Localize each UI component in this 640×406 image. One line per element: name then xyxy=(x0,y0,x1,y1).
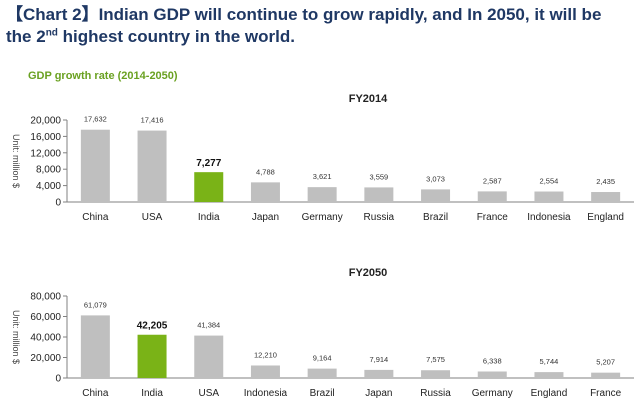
fy2014-data-label-germany: 3,621 xyxy=(313,172,332,181)
fy2050-bar-china xyxy=(80,315,110,378)
fy2050-category-label-russia: Russia xyxy=(420,388,451,399)
fy2050-bar-japan xyxy=(364,369,394,378)
fy2014-bar-brazil xyxy=(421,189,451,202)
fy2050-category-label-india: India xyxy=(141,388,163,399)
fy2050-data-label-germany: 6,338 xyxy=(483,357,502,366)
fy2050-y-axis-label: Unit: million $ xyxy=(11,310,21,364)
fy2050-bar-germany xyxy=(477,371,507,378)
fy2014-data-label-usa: 17,416 xyxy=(141,116,164,125)
title-line-1: 【Chart 2】Indian GDP will continue to gro… xyxy=(6,5,602,24)
fy2014-bar-china xyxy=(80,129,110,202)
title-superscript: nd xyxy=(45,27,58,39)
fy2050-y-tick-label: 80,000 xyxy=(30,292,61,303)
fy2050-data-label-brazil: 9,164 xyxy=(313,354,332,363)
fy2014-bar-chart: FY2014 Unit: million $ 0 4,000 8,000 12,000 16… xyxy=(11,93,634,223)
fy2050-bar-indonesia xyxy=(250,365,280,378)
fy2050-category-label-japan: Japan xyxy=(365,388,392,399)
fy2014-category-label-brazil: Brazil xyxy=(423,212,448,223)
fy2014-bar-usa xyxy=(137,130,167,202)
fy2014-bar-germany xyxy=(307,187,337,202)
fy2014-chart-title: FY2014 xyxy=(349,93,388,105)
fy2050-bar-france xyxy=(591,372,621,378)
fy2014-category-label-india: India xyxy=(198,212,220,223)
fy2014-bar-japan xyxy=(250,182,280,202)
fy2050-category-label-brazil: Brazil xyxy=(310,388,335,399)
fy2014-data-label-japan: 4,788 xyxy=(256,167,275,176)
fy2050-data-label-russia: 7,575 xyxy=(426,355,445,364)
fy2050-category-label-indonesia: Indonesia xyxy=(244,388,288,399)
fy2014-data-label-brazil: 3,073 xyxy=(426,174,445,183)
fy2050-bar-india xyxy=(137,334,167,378)
fy2050-bar-brazil xyxy=(307,368,337,378)
fy2014-category-label-russia: Russia xyxy=(364,212,395,223)
fy2014-y-tick-label: 12,000 xyxy=(30,148,61,159)
fy2014-data-label-indonesia: 2,554 xyxy=(540,177,559,186)
fy2050-data-label-france: 5,207 xyxy=(596,358,615,367)
fy2014-bar-russia xyxy=(364,187,394,202)
fy2014-category-label-china: China xyxy=(82,212,109,223)
fy2050-bar-chart: FY2050 Unit: million $ 0 20,000 40,000 60,000… xyxy=(11,267,634,399)
fy2014-category-label-japan: Japan xyxy=(252,212,279,223)
fy2014-bar-indonesia xyxy=(534,191,564,202)
fy2014-data-label-india: 7,277 xyxy=(196,158,221,169)
fy2050-data-label-indonesia: 12,210 xyxy=(254,350,277,359)
fy2050-chart-title: FY2050 xyxy=(349,267,388,279)
fy2050-category-label-germany: Germany xyxy=(472,388,513,399)
title-line-2-end: highest country in the world. xyxy=(57,27,295,46)
fy2050-y-tick-label: 0 xyxy=(55,374,61,385)
fy2014-bar-france xyxy=(477,191,507,202)
fy2014-data-label-russia: 3,559 xyxy=(369,172,388,181)
fy2050-data-label-india: 42,205 xyxy=(137,321,168,332)
fy2050-data-label-china: 61,079 xyxy=(84,300,107,309)
fy2050-bar-england xyxy=(534,372,564,378)
fy2014-y-tick-label: 0 xyxy=(55,198,61,209)
fy2050-category-label-france: France xyxy=(590,388,622,399)
fy2050-bar-russia xyxy=(421,370,451,378)
fy2050-category-label-usa: USA xyxy=(198,388,219,399)
title-line-2-start: the 2 xyxy=(6,27,46,46)
fy2014-y-tick-label: 8,000 xyxy=(36,165,61,176)
fy2014-data-label-england: 2,435 xyxy=(596,177,615,186)
chart-subtitle: GDP growth rate (2014-2050) xyxy=(28,70,178,82)
chart-main-title: 【Chart 2】Indian GDP will continue to gro… xyxy=(6,4,636,48)
fy2050-category-label-china: China xyxy=(82,388,109,399)
fy2014-bar-england xyxy=(591,192,621,202)
fy2050-y-tick-label: 20,000 xyxy=(30,353,61,364)
fy2014-category-label-germany: Germany xyxy=(302,212,343,223)
fy2050-y-tick-label: 60,000 xyxy=(30,312,61,323)
fy2050-data-label-england: 5,744 xyxy=(540,357,559,366)
fy2050-data-label-usa: 41,384 xyxy=(197,321,220,330)
fy2050-data-label-japan: 7,914 xyxy=(369,355,388,364)
fy2014-data-label-china: 17,632 xyxy=(84,115,107,124)
fy2050-category-label-england: England xyxy=(531,388,568,399)
fy2014-category-label-england: England xyxy=(587,212,624,223)
fy2014-data-label-france: 2,587 xyxy=(483,176,502,185)
fy2014-category-label-indonesia: Indonesia xyxy=(527,212,571,223)
fy2014-category-label-france: France xyxy=(477,212,509,223)
fy2050-y-tick-label: 40,000 xyxy=(30,333,61,344)
fy2014-category-label-usa: USA xyxy=(142,212,163,223)
fy2014-y-tick-label: 16,000 xyxy=(30,132,61,143)
fy2014-bar-india xyxy=(194,172,224,202)
fy2050-bar-usa xyxy=(194,335,224,378)
fy2014-y-axis-label: Unit: million $ xyxy=(11,134,21,188)
fy2014-y-tick-label: 20,000 xyxy=(30,116,61,127)
fy2014-y-tick-label: 4,000 xyxy=(36,181,61,192)
